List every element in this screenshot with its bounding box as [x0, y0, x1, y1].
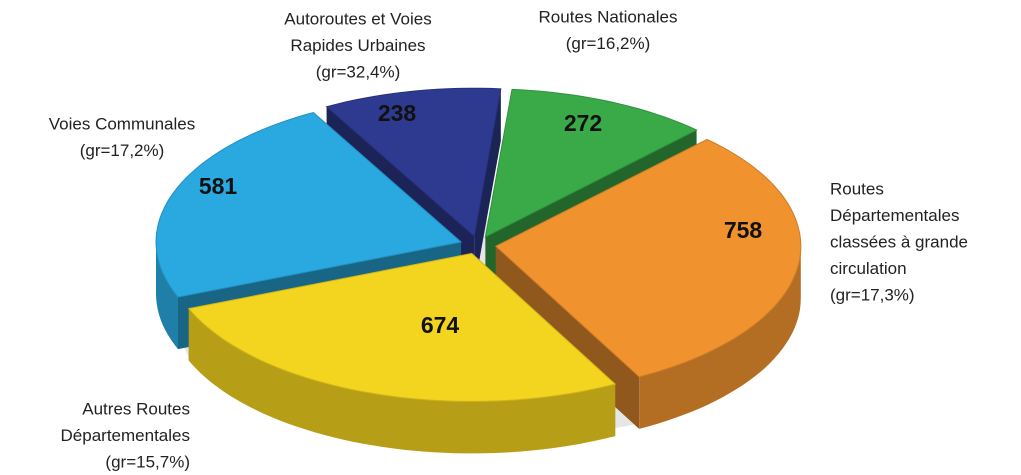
category-label: circulation	[830, 259, 907, 278]
annotation: (gr=32,4%)	[316, 62, 401, 81]
slice	[494, 138, 802, 378]
slice	[325, 87, 502, 238]
annotation: (gr=17,2%)	[80, 141, 165, 160]
category-label: Départementales	[61, 426, 190, 445]
annotation: (gr=16,2%)	[566, 34, 651, 53]
category-label: Routes	[830, 179, 884, 198]
slice-wall	[639, 246, 801, 429]
category-label: Autoroutes et Voies	[284, 9, 431, 28]
slice	[187, 252, 617, 402]
data-label: 674	[421, 312, 460, 338]
category-label: Autres Routes	[82, 399, 190, 418]
category-label: Voies Communales	[49, 114, 195, 133]
category-label: Départementales	[830, 206, 959, 225]
data-label: 581	[199, 173, 238, 199]
category-label: Routes Nationales	[539, 7, 678, 26]
data-label: 758	[724, 217, 763, 243]
slice-wall	[188, 308, 616, 454]
category-label: classées à grande	[830, 232, 968, 251]
annotation: (gr=17,3%)	[830, 285, 915, 304]
slice	[484, 88, 698, 238]
slice	[155, 111, 463, 298]
slice-side	[474, 88, 501, 289]
data-label: 272	[564, 110, 602, 136]
data-label: 238	[378, 100, 417, 126]
annotation: (gr=15,7%)	[105, 452, 190, 471]
slice-wall	[156, 242, 178, 350]
category-label: Rapides Urbaines	[290, 36, 425, 55]
